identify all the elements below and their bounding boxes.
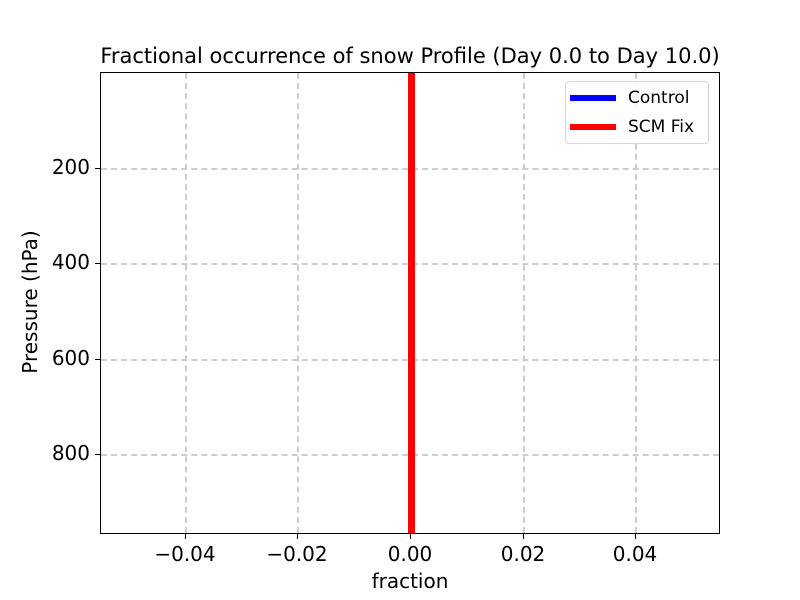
- y-tick: [95, 263, 100, 264]
- y-axis-label: Pressure (hPa): [18, 230, 42, 374]
- y-tick-label: 800: [51, 441, 90, 465]
- legend-swatch-control: [570, 95, 616, 101]
- x-tick: [410, 534, 411, 539]
- legend-swatch-scm-fix: [570, 124, 616, 130]
- x-gridline: [523, 73, 525, 533]
- plot-area: [100, 72, 720, 534]
- y-tick-label: 200: [51, 155, 90, 179]
- y-tick-label: 400: [51, 250, 90, 274]
- series-scm-fix-line: [407, 73, 415, 533]
- x-tick-label: −0.04: [154, 542, 216, 566]
- y-tick: [95, 168, 100, 169]
- legend-label: SCM Fix: [628, 117, 695, 137]
- legend: Control SCM Fix: [565, 81, 709, 144]
- legend-item-scm-fix: SCM Fix: [570, 116, 694, 138]
- x-tick-label: 0.04: [612, 542, 658, 566]
- y-tick: [95, 359, 100, 360]
- x-gridline: [635, 73, 637, 533]
- x-tick-label: 0.00: [387, 542, 433, 566]
- legend-item-control: Control: [570, 87, 689, 109]
- x-tick: [297, 534, 298, 539]
- x-gridline: [297, 73, 299, 533]
- y-tick: [95, 454, 100, 455]
- x-gridline: [185, 73, 187, 533]
- x-tick: [523, 534, 524, 539]
- x-tick-label: 0.02: [500, 542, 546, 566]
- legend-label: Control: [628, 88, 690, 108]
- x-tick: [185, 534, 186, 539]
- chart-title: Fractional occurrence of snow Profile (D…: [100, 44, 720, 68]
- x-axis-label: fraction: [371, 569, 449, 593]
- x-tick: [635, 534, 636, 539]
- x-tick-label: −0.02: [266, 542, 328, 566]
- y-tick-label: 600: [51, 346, 90, 370]
